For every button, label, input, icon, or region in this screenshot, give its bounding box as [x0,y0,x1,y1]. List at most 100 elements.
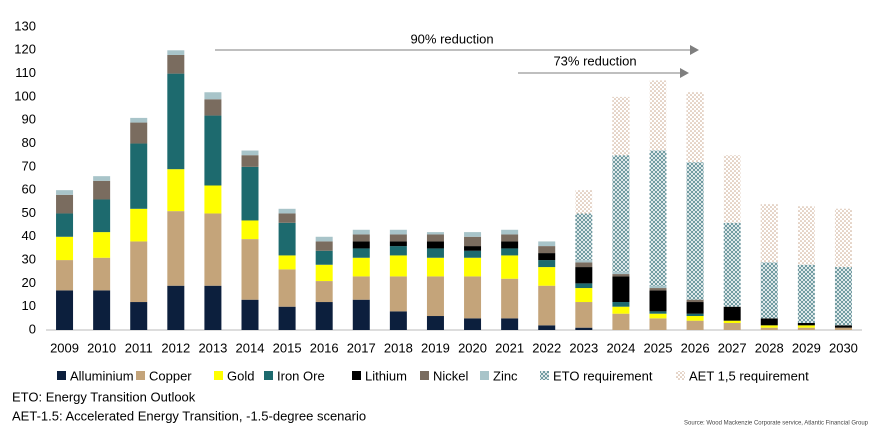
bar-segment [278,208,296,214]
source: Source: Wood Mackenzie Corporate service… [684,421,869,427]
bar-segment [130,241,148,303]
bar-segment [464,236,482,247]
legend-label: Zinc [493,368,518,383]
bar-segment [464,318,482,330]
bar-segment [760,262,778,319]
y-tick-label: 100 [14,88,36,103]
bar-segment [204,285,222,330]
bar-segment [56,194,74,214]
bar-segment [612,271,630,275]
bar-segment [686,316,704,321]
bar-segment [760,204,778,263]
bar-segment [575,327,593,330]
bar-segment [649,311,667,314]
x-tick-label: 2020 [458,340,487,355]
bar-segment [797,323,815,326]
bar-segment [278,269,296,307]
legend-swatch [214,371,223,380]
legend-label: Lithium [365,368,407,383]
bar-segment [93,199,111,233]
bar-segment [241,299,259,330]
bar-segment [56,290,74,330]
bar-segment [278,222,296,256]
y-tick-label: 10 [22,298,36,313]
y-tick-label: 130 [14,18,36,33]
bar-segment [389,229,407,235]
bar-segment [93,176,111,181]
x-tick-label: 2027 [718,340,747,355]
arrow-head [680,68,689,78]
x-tick-label: 2024 [606,340,635,355]
bar-segment [56,236,74,261]
bar-segment [464,257,482,277]
bar-segment [686,162,704,300]
annotation: 90% reduction [410,31,493,46]
x-tick-label: 2026 [681,340,710,355]
bar-segment [538,267,556,286]
bar-segment [315,250,333,265]
bar-segment [538,260,556,268]
x-tick-label: 2029 [792,340,821,355]
bar-segment [93,257,111,291]
bar-segment [130,122,148,144]
bar-segment [575,190,593,214]
bar-segment [501,278,519,319]
bar-segment [352,229,370,235]
footnote: AET-1.5: Accelerated Energy Transition, … [12,408,366,423]
x-tick-label: 2015 [273,340,302,355]
bar-segment [501,241,519,249]
bar-segment [612,302,630,307]
bar-segment [389,241,407,247]
bar-segment [204,213,222,286]
bar-segment [538,241,556,247]
y-tick-label: 60 [22,182,36,197]
x-tick-label: 2009 [50,340,79,355]
bar-segment [241,150,259,156]
legend-label: AET 1,5 requirement [689,368,809,383]
legend-swatch [480,371,489,380]
bar-segment [315,281,333,303]
x-tick-label: 2021 [495,340,524,355]
legend-label: Copper [149,368,192,383]
y-tick-label: 70 [22,158,36,173]
bar-segment [834,325,852,328]
bar-segment [686,313,704,317]
bar-segment [389,255,407,277]
bar-segment [464,246,482,251]
x-tick-label: 2018 [384,340,413,355]
y-tick-label: 0 [29,321,36,336]
x-tick-label: 2016 [310,340,339,355]
bar-segment [56,190,74,195]
bar-segment [760,325,778,328]
bar-segment [538,253,556,261]
bar-segment [352,299,370,330]
x-tick-label: 2028 [755,340,784,355]
bar-segment [464,232,482,237]
bar-segment [56,260,74,291]
bar-segment [204,99,222,116]
bar-segment [649,80,667,151]
bar-segment [686,299,704,303]
bar-segment [686,302,704,314]
bar-segment [56,213,74,237]
bar-segment [352,248,370,258]
bar-segment [501,318,519,330]
y-tick-label: 30 [22,252,36,267]
arrow-head [690,45,699,55]
bar-segment [315,241,333,251]
bar-segment [797,325,815,328]
legend-label: Iron Ore [277,368,325,383]
y-tick-label: 50 [22,205,36,220]
bar-segment [389,276,407,312]
legend-swatch [264,371,273,380]
bar-segment [167,73,185,170]
bar-segment [612,274,630,277]
x-tick-label: 2023 [569,340,598,355]
bar-segment [834,267,852,326]
bar-segment [315,236,333,242]
bar-segment [834,208,852,268]
bar-segment [612,276,630,303]
bar-segment [241,166,259,221]
bar-segment [389,234,407,242]
